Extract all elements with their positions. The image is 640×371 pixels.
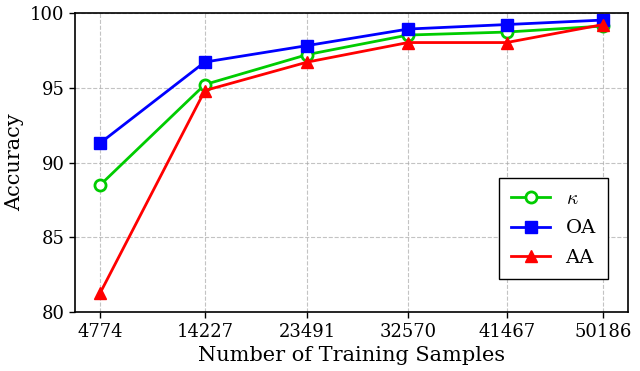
- $\kappa$: [97, 183, 104, 187]
- Legend: $\kappa$, OA, AA: $\kappa$, OA, AA: [499, 178, 607, 279]
- OA: [503, 22, 511, 27]
- $\kappa$: [303, 52, 311, 57]
- Line: AA: AA: [95, 19, 609, 299]
- $\kappa$: [503, 30, 511, 34]
- $\kappa$: [599, 24, 607, 28]
- Line: $\kappa$: $\kappa$: [95, 20, 609, 191]
- AA: [404, 40, 412, 45]
- Y-axis label: Accuracy: Accuracy: [6, 114, 24, 211]
- AA: [303, 60, 311, 64]
- X-axis label: Number of Training Samples: Number of Training Samples: [198, 347, 505, 365]
- OA: [303, 43, 311, 48]
- AA: [503, 40, 511, 45]
- AA: [201, 88, 209, 93]
- OA: [201, 60, 209, 64]
- Line: OA: OA: [95, 14, 609, 148]
- $\kappa$: [201, 82, 209, 87]
- OA: [97, 141, 104, 145]
- OA: [599, 18, 607, 22]
- AA: [97, 291, 104, 295]
- OA: [404, 27, 412, 31]
- $\kappa$: [404, 33, 412, 37]
- AA: [599, 22, 607, 27]
